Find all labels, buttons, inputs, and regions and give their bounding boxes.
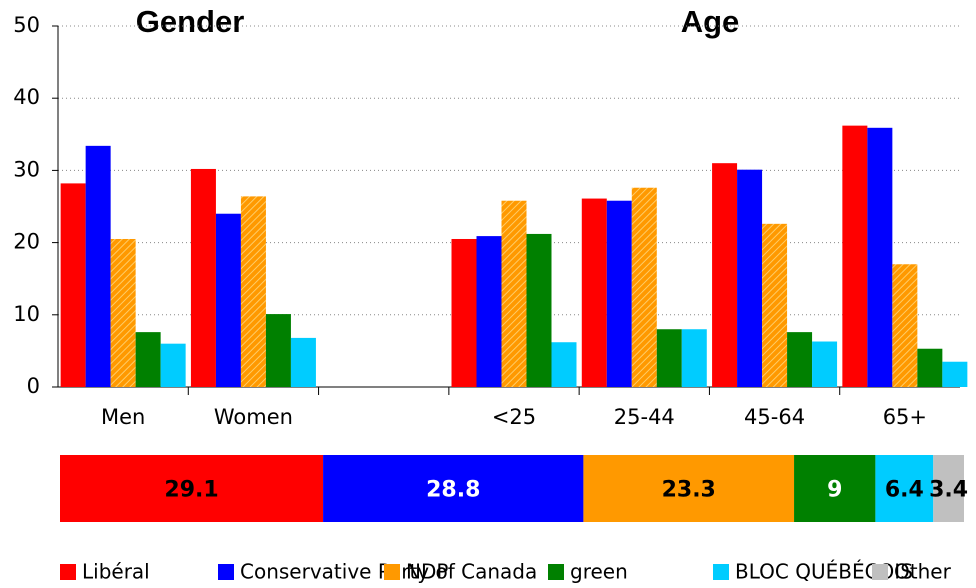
y-tick-label: 10 <box>13 302 40 326</box>
y-tick-label: 0 <box>27 374 40 398</box>
bar <box>501 200 527 387</box>
bar <box>265 314 291 387</box>
total-segment <box>794 455 876 522</box>
total-segment <box>60 455 324 522</box>
bar <box>942 361 968 387</box>
bar <box>60 183 86 387</box>
bar <box>812 341 838 387</box>
legend-label: green <box>570 560 628 584</box>
bar <box>135 332 161 387</box>
bar <box>290 337 316 387</box>
bar <box>842 125 868 388</box>
bar <box>240 196 266 387</box>
total-segment <box>323 455 584 522</box>
legend-label: Other <box>894 560 952 584</box>
x-tick-label: 25-44 <box>614 405 675 429</box>
total-label: 23.3 <box>662 478 716 503</box>
bar <box>190 168 216 387</box>
x-tick-label: 45-64 <box>744 405 805 429</box>
total-segment <box>875 455 934 522</box>
legend-swatch <box>872 564 888 580</box>
total-segment <box>933 455 964 522</box>
legend-swatch <box>384 564 400 580</box>
x-tick-label: Men <box>101 405 145 429</box>
bar <box>581 198 607 387</box>
bar <box>712 163 738 387</box>
bar <box>606 200 632 387</box>
bar <box>631 187 657 387</box>
bar <box>892 264 918 387</box>
bar <box>867 127 893 387</box>
total-label: 29.1 <box>164 478 218 503</box>
x-tick-label: 65+ <box>883 405 927 429</box>
bar <box>160 343 186 387</box>
bar <box>451 238 477 387</box>
legend-swatch <box>218 564 234 580</box>
bar <box>526 233 552 387</box>
bar <box>476 236 502 387</box>
legend-swatch <box>713 564 729 580</box>
bar <box>110 238 136 387</box>
bar <box>737 169 763 387</box>
x-tick-label: Women <box>214 405 293 429</box>
bar <box>215 213 241 387</box>
y-tick-label: 20 <box>13 230 40 254</box>
x-tick-label: <25 <box>492 405 536 429</box>
annotation: Gender <box>136 4 245 39</box>
total-label: 28.8 <box>426 478 480 503</box>
bar <box>787 332 813 387</box>
bar <box>85 145 111 387</box>
y-tick-label: 50 <box>13 13 40 37</box>
bar <box>551 342 577 387</box>
legend-label: Libéral <box>82 560 150 584</box>
total-label: 6.4 <box>885 478 924 503</box>
y-tick-label: 40 <box>13 85 40 109</box>
total-label: 9 <box>827 478 842 503</box>
legend-swatch <box>548 564 564 580</box>
bar <box>762 223 788 387</box>
total-label: 3.4 <box>929 478 968 503</box>
bar <box>917 348 943 387</box>
bar <box>656 329 682 387</box>
bar <box>681 329 707 387</box>
annotation: Age <box>681 4 740 39</box>
legend-label: NDP <box>406 560 448 584</box>
total-segment <box>583 455 795 522</box>
legend-swatch <box>60 564 76 580</box>
y-tick-label: 30 <box>13 157 40 181</box>
